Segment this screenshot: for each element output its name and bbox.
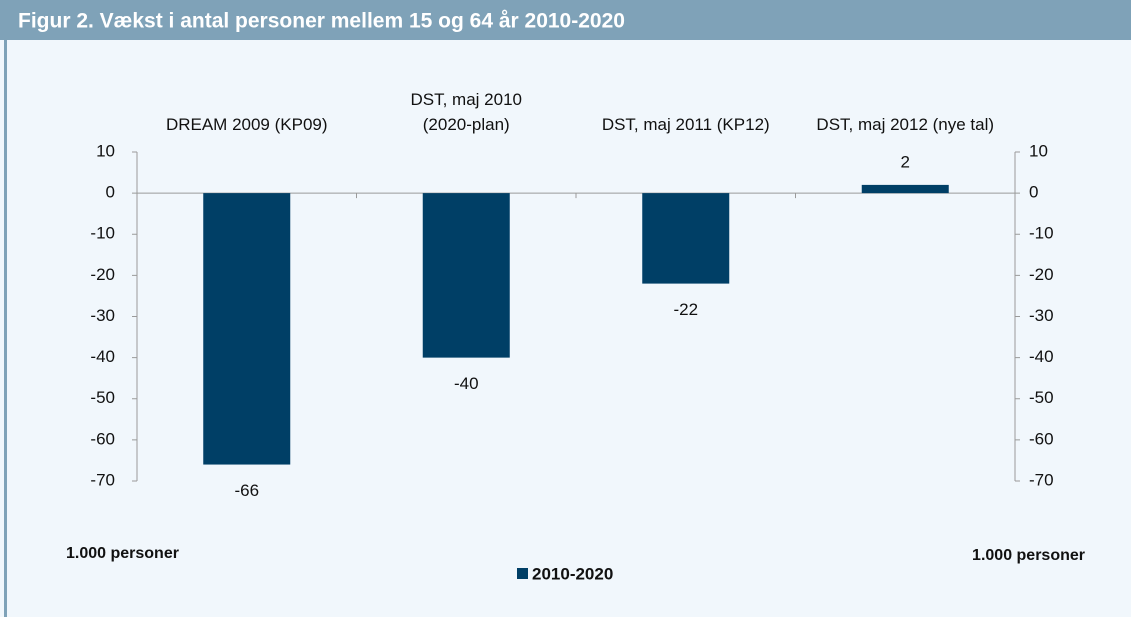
y-tick-label: -20 (90, 265, 115, 284)
y-tick-label: -30 (90, 306, 115, 325)
y2-tick-label: -70 (1029, 470, 1054, 489)
y-axis-label: 1.000 personer (66, 545, 179, 562)
category-label: DST, maj 2011 (KP12) (602, 115, 770, 134)
y-tick-label: -50 (90, 388, 115, 407)
y2-tick-label: -40 (1029, 347, 1054, 366)
y-tick-label: -60 (90, 429, 115, 448)
bar (422, 193, 510, 358)
y-tick-label: 0 (106, 183, 115, 202)
y-tick-label: -10 (90, 224, 115, 243)
y2-tick-label: -30 (1029, 306, 1054, 325)
category-label: DST, maj 2010 (2020-plan) (411, 90, 523, 134)
y2-tick-label: -20 (1029, 265, 1054, 284)
y2-tick-label: -10 (1029, 224, 1054, 243)
category-label: DST, maj 2012 (nye tal) (816, 115, 994, 134)
y-tick-label: 10 (96, 141, 115, 160)
chart-title: Figur 2. Vækst i antal personer mellem 1… (18, 10, 625, 33)
bar (642, 193, 730, 284)
y2-tick-label: 0 (1029, 183, 1038, 202)
title-bar (0, 0, 1131, 40)
y2-tick-label: -50 (1029, 388, 1054, 407)
data-label: -40 (454, 374, 479, 393)
data-label: -66 (234, 481, 259, 500)
y-tick-label: -70 (90, 470, 115, 489)
data-label: -22 (673, 300, 698, 319)
legend-label: 2010-2020 (532, 564, 613, 583)
category-label: DREAM 2009 (KP09) (166, 115, 328, 134)
y2-tick-label: -60 (1029, 429, 1054, 448)
data-label: 2 (901, 152, 910, 171)
bar (203, 193, 291, 465)
y2-tick-label: 10 (1029, 141, 1048, 160)
y2-axis-label: 1.000 personer (972, 547, 1085, 564)
y-tick-label: -40 (90, 347, 115, 366)
bar (861, 184, 949, 194)
legend-swatch (517, 568, 528, 579)
